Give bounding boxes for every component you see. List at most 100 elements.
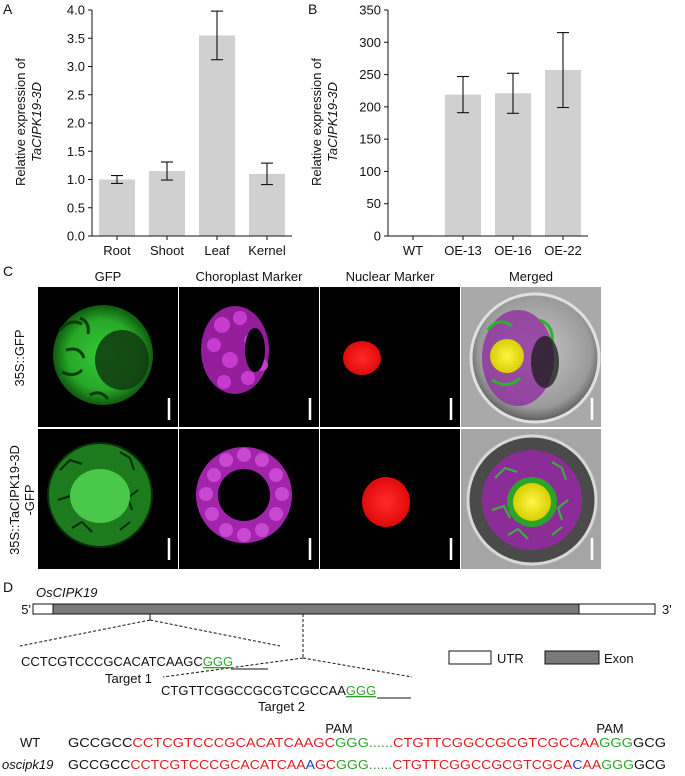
sequence-segment: GCCGCC	[68, 757, 130, 772]
gene-name: OsCIPK19	[36, 585, 97, 600]
y-tick-label: 50	[367, 196, 381, 211]
y-tick-label: 200	[359, 99, 381, 114]
error-bar-oe-16	[507, 72, 519, 114]
error-bar-oe-22	[557, 32, 569, 109]
five-prime-label: 5'	[21, 602, 31, 617]
wt-label: WT	[20, 735, 40, 750]
panel-label-a: A	[3, 1, 13, 17]
col-header-nuclear: Nuclear Marker	[346, 269, 436, 284]
sequence-segment: ......	[369, 735, 393, 750]
target1-sequence: CCTCGTCCCGCACATCAAGCGGG	[21, 654, 233, 669]
bar-leaf	[199, 35, 235, 236]
col-header-gfp: GFP	[95, 269, 122, 284]
y-tick-label: 3.0	[67, 59, 85, 74]
target2-label: Target 2	[258, 699, 305, 714]
sequence-segment: ......	[369, 757, 392, 772]
image-chloroplast-row2	[179, 429, 319, 569]
image-chloroplast-row1	[179, 287, 319, 427]
y-tick-label: 250	[359, 67, 381, 82]
three-prime-label: 3'	[662, 602, 672, 617]
y-tick-label: 4.0	[67, 3, 85, 18]
chart-b: B 0 50 100 150 200 250 300 350 WT OE-13 OE-16 OE-2…	[308, 1, 588, 258]
bar-oe-13	[445, 94, 481, 237]
y-tick-label: 3.5	[67, 31, 85, 46]
gene-structure-panel: D OsCIPK19 5' 3' CCTCGTCCCGCACATCAAGCGGG…	[2, 579, 672, 772]
y-tick-label: 0.0	[67, 229, 85, 244]
y-tick-label: 1.0	[67, 172, 85, 187]
row-label-35s-tacipk19-line2: -GFP	[22, 484, 37, 515]
error-bar-kernel	[261, 162, 273, 186]
chart-a-ylabel-line1: Relative expression of	[13, 58, 28, 186]
row-label-35s-tacipk19-line1: 35S::TaCIPK19-3D	[7, 445, 22, 555]
pam-label-2: PAM	[596, 721, 623, 736]
chart-a: A 0.0 0.5 1.0 1.5 2.0 2.5 3.0 3.5 4.0 Root Shoot L…	[3, 1, 292, 258]
panel-label-b: B	[308, 1, 317, 17]
legend-utr-swatch	[448, 650, 492, 665]
error-bar-root	[111, 174, 123, 185]
y-tick-label: 350	[359, 3, 381, 18]
x-tick-label-oe-22: OE-22	[544, 243, 582, 258]
sequence-segment: C	[572, 757, 582, 772]
chart-b-ylabel-line1: Relative expression of	[309, 58, 324, 186]
image-gfp-row2	[38, 429, 178, 569]
chart-b-x-axis: WT OE-13 OE-16 OE-22	[388, 235, 588, 258]
image-gfp-row1	[38, 287, 178, 427]
chart-b-ylabel-line2: TaCIPK19-3D	[325, 82, 340, 162]
chart-b-y-axis: 0 50 100 150 200 250 300 350	[359, 3, 389, 244]
legend-exon-label: Exon	[604, 651, 634, 666]
y-tick-label: 100	[359, 164, 381, 179]
sequence-segment: A	[306, 757, 316, 772]
sequence-segment: GC	[315, 757, 336, 772]
bar-root	[99, 179, 135, 236]
chart-a-y-axis: 0.0 0.5 1.0 1.5 2.0 2.5 3.0 3.5 4.0	[67, 3, 93, 244]
wt-sequence: GCCGCC CCTCGTCCCGCACATCAAGC GGG...... CTGTT…	[68, 735, 666, 750]
microscopy-panel: C GFP Choroplast Marker Nuclear Marker M…	[3, 263, 601, 569]
row-label-35s-gfp: 35S::GFP	[12, 329, 27, 386]
image-merged-row2	[461, 429, 601, 569]
chart-b-bars	[395, 32, 581, 237]
chart-a-x-axis: Root Shoot Leaf Kernel	[92, 235, 292, 258]
chart-a-ylabel-line2: TaCIPK19-3D	[29, 82, 44, 162]
pam-label-1: PAM	[325, 721, 352, 736]
exon-bar	[52, 603, 580, 615]
sequence-segment: GGG	[335, 735, 369, 750]
y-tick-label: 150	[359, 132, 381, 147]
mutant-label: oscipk19	[2, 757, 53, 772]
panel-label-d: D	[3, 579, 13, 595]
image-nuclear-row1	[320, 287, 460, 427]
y-tick-label: 0	[374, 229, 381, 244]
legend-utr-label: UTR	[497, 651, 524, 666]
target2-sequence: CTGTTCGGCCGCGTCGCCAAGGG	[161, 683, 376, 698]
sequence-segment: GGG	[599, 735, 633, 750]
error-bar-oe-13	[457, 75, 469, 114]
sequence-segment: GCG	[634, 757, 666, 772]
target1-label: Target 1	[105, 671, 152, 686]
error-bar-leaf	[211, 10, 223, 61]
sequence-segment: GGG	[336, 757, 369, 772]
sequence-segment: AA	[583, 757, 602, 772]
image-nuclear-row2	[320, 429, 460, 569]
y-tick-label: 2.5	[67, 87, 85, 102]
sequence-segment: CTGTTCGGCCGCGTCGCA	[392, 757, 573, 772]
image-merged-row1	[461, 287, 601, 427]
bar-shoot	[149, 171, 185, 236]
x-tick-label-oe-16: OE-16	[494, 243, 532, 258]
y-tick-label: 2.0	[67, 116, 85, 131]
x-tick-label-kernel: Kernel	[248, 243, 286, 258]
sequence-segment: CCTCGTCCCGCACATCAA	[130, 757, 306, 772]
x-tick-label-wt: WT	[403, 243, 423, 258]
y-tick-label: 0.5	[67, 200, 85, 215]
sequence-segment: GCCGCC	[68, 735, 132, 750]
sequence-segment: CCTCGTCCCGCACATCAAGC	[132, 735, 335, 750]
sequence-segment: CTGTTCGGCCGCGTCGCCAA	[393, 735, 599, 750]
panel-label-c: C	[3, 263, 13, 279]
error-bar-shoot	[161, 161, 173, 181]
legend-exon-swatch	[544, 650, 600, 665]
bar-oe-16	[495, 93, 531, 236]
x-tick-label-leaf: Leaf	[204, 243, 230, 258]
y-tick-label: 300	[359, 35, 381, 50]
mutant-sequence: GCCGCC CCTCGTCCCGCACATCAA AGC GGG...... CTGT…	[68, 757, 666, 772]
sequence-segment: GGG	[601, 757, 634, 772]
x-tick-label-shoot: Shoot	[150, 243, 184, 258]
